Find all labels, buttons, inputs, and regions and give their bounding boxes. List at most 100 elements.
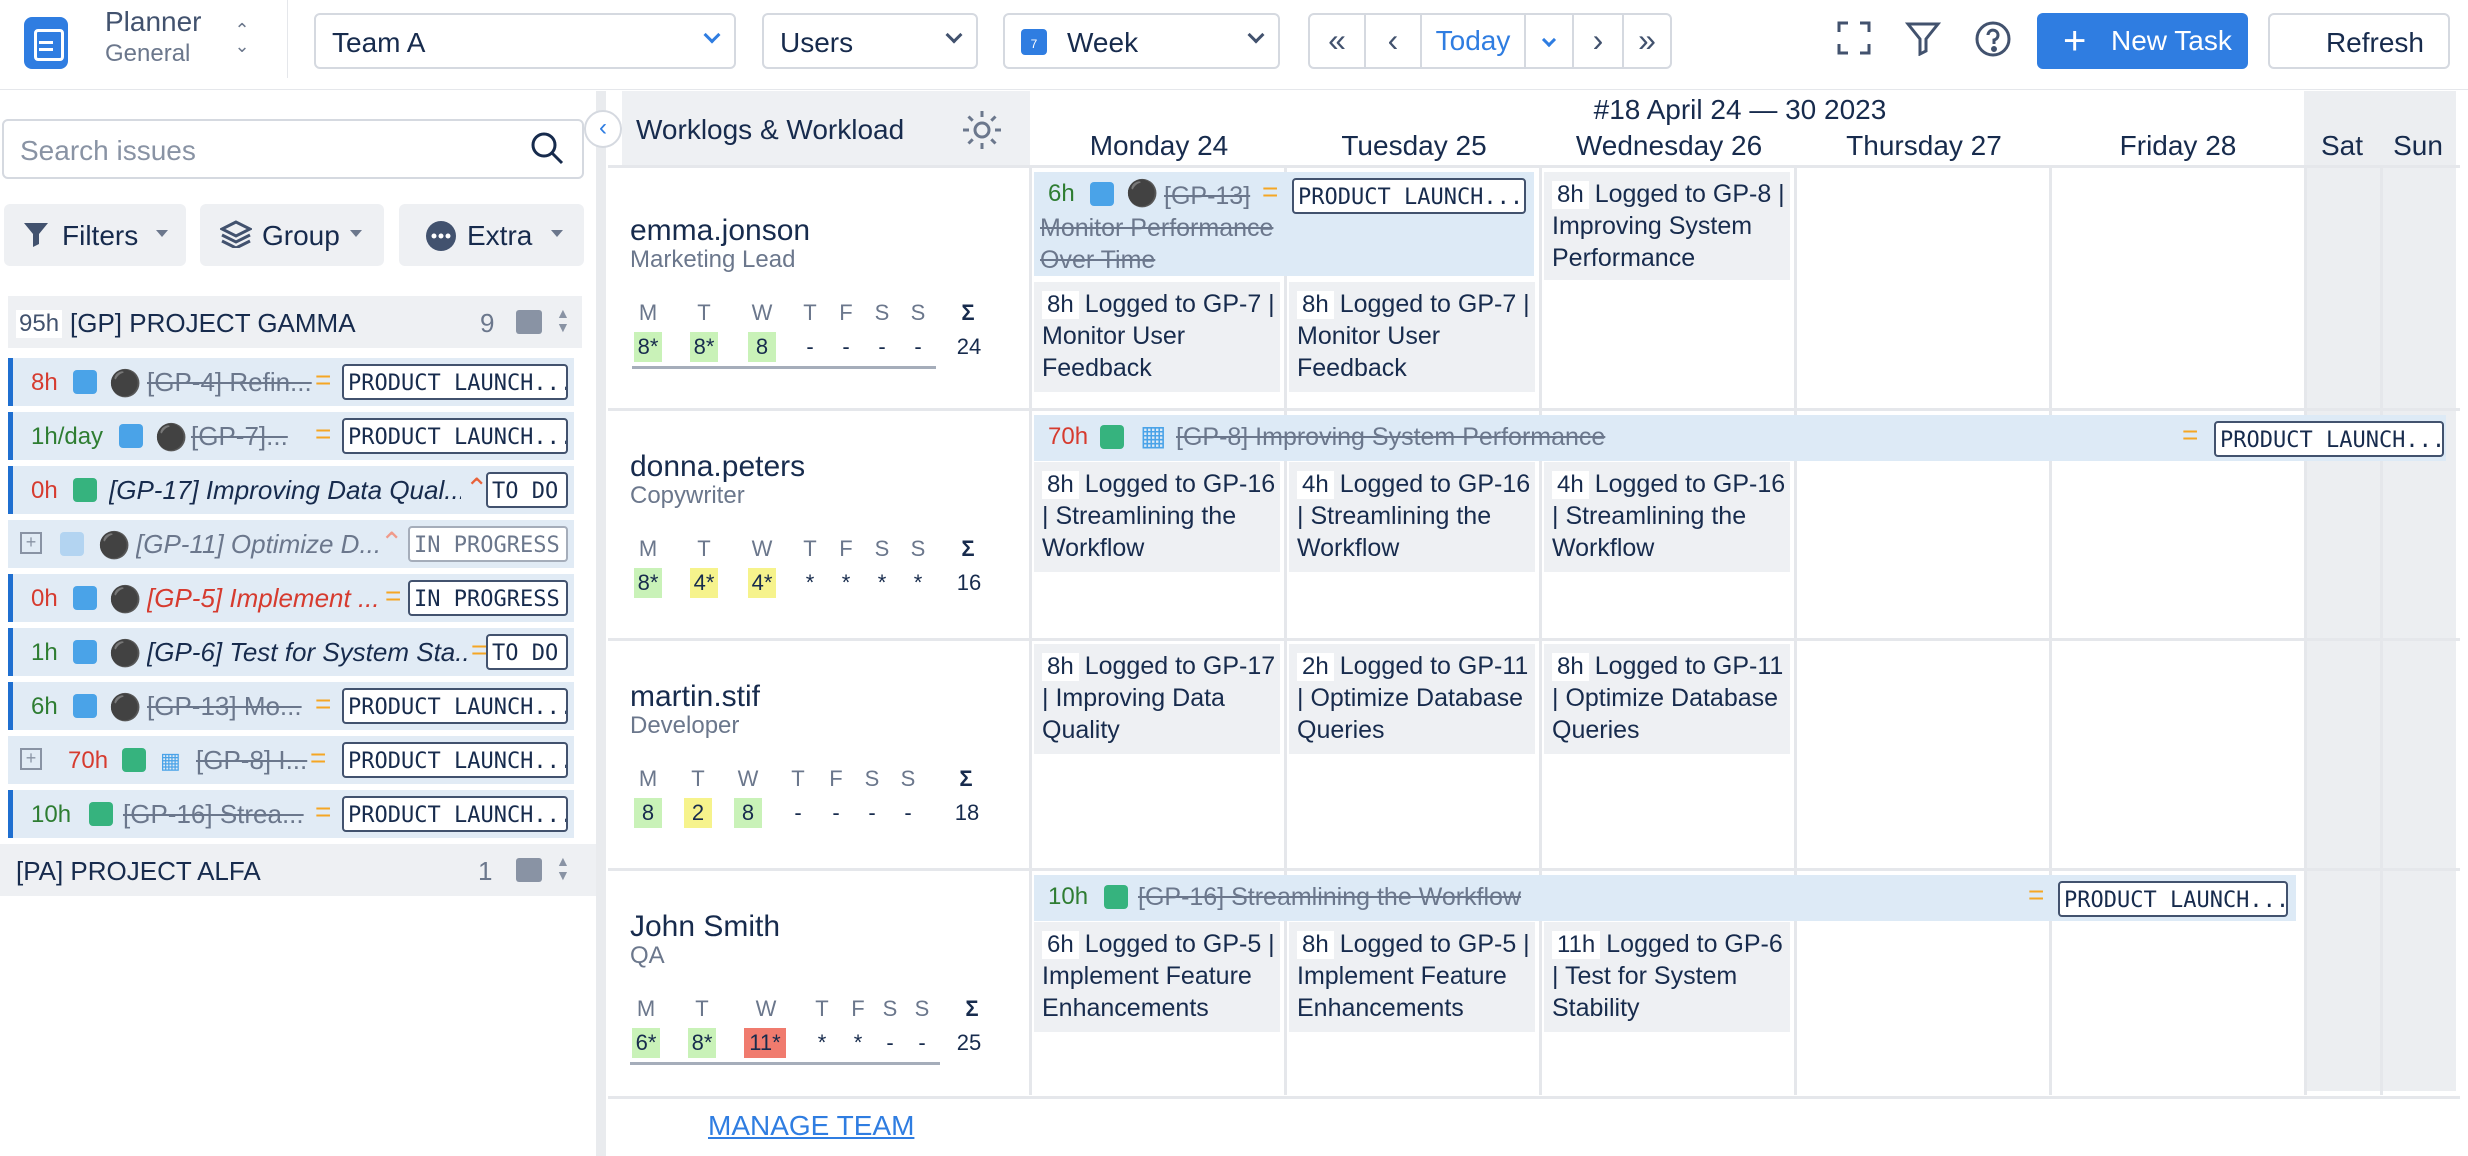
group-by-select[interactable]: Users	[762, 13, 978, 69]
team-select[interactable]: Team A	[314, 13, 736, 69]
filters-button[interactable]: Filters	[4, 204, 186, 266]
worklog-cell[interactable]: 8h Logged to GP-7 | Monitor User Feedback	[1289, 282, 1535, 392]
issue-row[interactable]: 6h ⚫ [GP-13] Mo... = PRODUCT LAUNCH...	[8, 682, 574, 730]
priority-medium-icon: =	[2182, 419, 2199, 450]
new-task-label: New Task	[2111, 25, 2232, 56]
day-hours: 6*	[632, 1028, 660, 1058]
worklog-cell[interactable]: 4h Logged to GP-16 | Streamlining the Wor…	[1544, 462, 1790, 572]
collapse-sidebar-button[interactable]: ‹	[584, 110, 622, 148]
worklog-text: Logged to GP-11 | Optimize Database Quer…	[1297, 652, 1529, 744]
worklog-cell[interactable]: 8h Logged to GP-16 | Streamlining the Wor…	[1034, 462, 1280, 572]
project-header-gamma[interactable]: 95h [GP] PROJECT GAMMA 9 ▲ ▼	[8, 296, 582, 348]
sort-icon[interactable]: ▲ ▼	[556, 853, 570, 883]
settings-gear-icon[interactable]	[960, 108, 1004, 152]
status-badge[interactable]: PRODUCT LAUNCH...	[1292, 178, 1526, 214]
chevron-down-icon	[1247, 26, 1265, 44]
prev-period-fast-button[interactable]: «	[1310, 15, 1366, 67]
issue-row[interactable]: 0h ⚫ [GP-5] Implement ... = IN PROGRESS	[8, 574, 574, 622]
sidebar-resize-handle[interactable]	[596, 91, 606, 1156]
week-label: #18 April 24 — 30 2023	[1593, 94, 1887, 125]
fullscreen-icon[interactable]	[1834, 20, 1874, 60]
issue-row[interactable]: 1h ⚫ [GP-6] Test for System Sta... = TO …	[8, 628, 574, 676]
issue-title: [GP-8] I...	[196, 745, 308, 775]
expand-icon[interactable]: +	[20, 748, 42, 770]
worklog-cell[interactable]: 11h Logged to GP-6 | Test for System Stab…	[1544, 922, 1790, 1032]
worklog-cell[interactable]: 8h Logged to GP-7 | Monitor User Feedback	[1034, 282, 1280, 392]
status-badge[interactable]: PRODUCT LAUNCH...	[342, 742, 568, 778]
search-input[interactable]: Search issues	[2, 119, 584, 179]
search-icon[interactable]	[530, 131, 564, 165]
calendar-check-icon[interactable]	[516, 858, 542, 882]
extra-button[interactable]: Extra	[399, 204, 584, 266]
calendar-check-icon[interactable]	[516, 310, 542, 334]
help-icon[interactable]	[1973, 20, 2013, 60]
status-badge[interactable]: IN PROGRESS	[408, 580, 568, 616]
user-name[interactable]: emma.jonson	[630, 214, 811, 247]
app-subtitle[interactable]: General	[105, 40, 191, 67]
grid-header-panel	[622, 91, 1030, 165]
day-hours: -	[904, 800, 912, 825]
worklog-text: Logged to GP-16 | Streamlining the Workf…	[1042, 470, 1276, 562]
status-badge[interactable]: PRODUCT LAUNCH...	[342, 418, 568, 454]
project-hours: 95h	[16, 310, 63, 338]
issue-row[interactable]: + ⚫ [GP-11] Optimize D... ⌃ IN PROGRESS	[8, 520, 574, 568]
switch-app-icon[interactable]: ⌃ ⌄	[234, 20, 250, 56]
status-badge[interactable]: IN PROGRESS	[408, 526, 568, 562]
issue-row[interactable]: 8h ⚫ [GP-4] Refin... = PRODUCT LAUNCH...	[8, 358, 574, 406]
issue-title: [GP-5] Implement ...	[147, 583, 380, 613]
subtask-icon	[73, 370, 97, 394]
status-badge[interactable]: PRODUCT LAUNCH...	[2058, 881, 2288, 917]
user-name[interactable]: John Smith	[630, 910, 781, 943]
worklog-cell[interactable]: 8h Logged to GP-17 | Improving Data Quali…	[1034, 644, 1280, 754]
manage-team-link[interactable]: MANAGE TEAM	[708, 1110, 915, 1141]
today-dropdown-button[interactable]	[1526, 15, 1574, 67]
day-letter: F	[839, 536, 853, 561]
priority-medium-icon: =	[1262, 176, 1279, 207]
issue-row[interactable]: + 70h ▦ [GP-8] I... = PRODUCT LAUNCH...	[8, 736, 574, 784]
status-badge[interactable]: TO DO	[486, 472, 568, 508]
filters-label: Filters	[62, 220, 139, 251]
subtask-icon	[73, 694, 97, 718]
worklog-cell[interactable]: 8h Logged to GP-5 | Implement Feature Enh…	[1289, 922, 1535, 1032]
status-badge[interactable]: PRODUCT LAUNCH...	[342, 796, 568, 832]
priority-medium-icon: =	[315, 418, 332, 449]
sort-icon[interactable]: ▲ ▼	[556, 305, 570, 335]
task-bar[interactable]: 70h ▦ [GP-8] Improving System Performanc…	[1034, 415, 2446, 461]
status-badge[interactable]: PRODUCT LAUNCH...	[342, 688, 568, 724]
prev-period-button[interactable]: ‹	[1366, 15, 1422, 67]
status-badge[interactable]: PRODUCT LAUNCH...	[2214, 421, 2444, 457]
worklog-cell[interactable]: 6h Logged to GP-5 | Implement Feature Enh…	[1034, 922, 1280, 1032]
worklog-cell[interactable]: 4h Logged to GP-16 | Streamlining the Wor…	[1289, 462, 1535, 572]
status-badge[interactable]: TO DO	[486, 634, 568, 670]
user-name[interactable]: donna.peters	[630, 450, 806, 483]
day-letter: S	[864, 766, 880, 791]
next-period-button[interactable]: ›	[1574, 15, 1624, 67]
user-role: QA	[630, 942, 665, 969]
worklog-cell[interactable]: 2h Logged to GP-11 | Optimize Database Qu…	[1289, 644, 1535, 754]
status-badge[interactable]: PRODUCT LAUNCH...	[342, 364, 568, 400]
day-letter: T	[697, 300, 711, 325]
today-button[interactable]: Today	[1422, 15, 1526, 67]
app-title[interactable]: Planner	[105, 6, 202, 37]
task-bar[interactable]: 10h [GP-16] Streamlining the Workflow = …	[1034, 875, 2296, 921]
issue-row[interactable]: 10h [GP-16] Strea... = PRODUCT LAUNCH...	[8, 790, 574, 838]
project-header-alfa[interactable]: [PA] PROJECT ALFA 1 ▲ ▼	[0, 844, 596, 896]
task-bar[interactable]: 6h ⚫ [GP-13] Monitor Performance Over Ti…	[1034, 172, 1534, 276]
issue-row[interactable]: 1h/day ⚫ [GP-7]... = PRODUCT LAUNCH...	[8, 412, 574, 460]
issue-hours: 1h	[31, 639, 58, 666]
issue-row[interactable]: 0h [GP-17] Improving Data Qual... ⌃ TO D…	[8, 466, 574, 514]
planner-logo-icon	[24, 17, 68, 69]
group-button[interactable]: Group	[200, 204, 384, 266]
view-select[interactable]: 7 Week	[1003, 13, 1280, 69]
worklog-cell[interactable]: 8h Logged to GP-8 | Improving System Perf…	[1544, 172, 1790, 280]
new-task-button[interactable]: + New Task	[2037, 13, 2248, 69]
expand-icon[interactable]: +	[20, 532, 42, 554]
refresh-button[interactable]: Refresh	[2268, 13, 2450, 69]
story-icon	[73, 478, 97, 502]
next-period-fast-button[interactable]: »	[1638, 22, 1656, 58]
filter-icon[interactable]	[1903, 20, 1943, 60]
project-count: 1	[478, 856, 493, 886]
user-name[interactable]: martin.stif	[630, 680, 761, 713]
worklog-cell[interactable]: 8h Logged to GP-11 | Optimize Database Qu…	[1544, 644, 1790, 754]
day-letter: M	[638, 300, 658, 325]
